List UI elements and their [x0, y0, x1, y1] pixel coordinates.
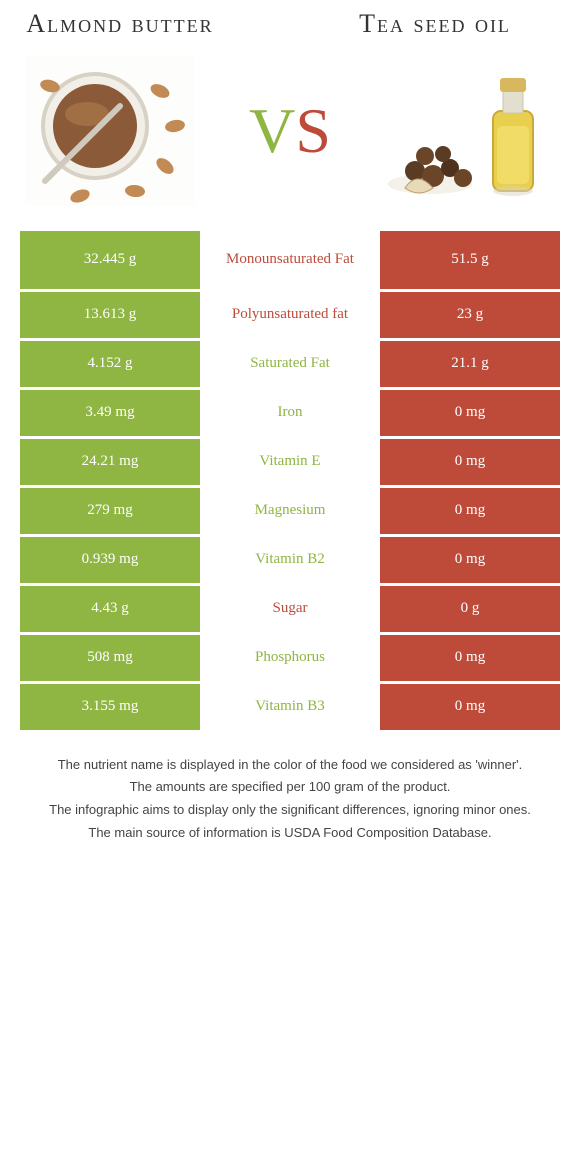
value-food2: 0 mg [380, 488, 560, 534]
value-food2: 0 g [380, 586, 560, 632]
table-row: 4.43 gSugar0 g [20, 586, 560, 632]
value-food1: 24.21 mg [20, 439, 200, 485]
footnote-line: The nutrient name is displayed in the co… [30, 756, 550, 775]
header-titles: Almond butter Tea seed oil [0, 0, 580, 39]
table-row: 24.21 mgVitamin E0 mg [20, 439, 560, 485]
nutrient-label: Iron [200, 390, 380, 436]
footnote-line: The amounts are specified per 100 gram o… [30, 778, 550, 797]
value-food1: 3.155 mg [20, 684, 200, 730]
nutrient-label: Monounsaturated Fat [200, 231, 380, 289]
value-food2: 0 mg [380, 635, 560, 681]
nutrient-label: Phosphorus [200, 635, 380, 681]
table-row: 13.613 gPolyunsaturated fat23 g [20, 292, 560, 338]
food2-title: Tea seed oil [310, 10, 560, 39]
nutrient-label: Vitamin B2 [200, 537, 380, 583]
value-food2: 0 mg [380, 684, 560, 730]
nutrient-label: Saturated Fat [200, 341, 380, 387]
value-food1: 4.43 g [20, 586, 200, 632]
value-food2: 51.5 g [380, 231, 560, 289]
food2-image [380, 51, 560, 211]
value-food1: 508 mg [20, 635, 200, 681]
food1-image [20, 51, 200, 211]
table-row: 279 mgMagnesium0 mg [20, 488, 560, 534]
nutrient-label: Polyunsaturated fat [200, 292, 380, 338]
food1-title: Almond butter [20, 10, 220, 39]
value-food2: 21.1 g [380, 341, 560, 387]
nutrient-label: Vitamin B3 [200, 684, 380, 730]
table-row: 0.939 mgVitamin B20 mg [20, 537, 560, 583]
table-row: 4.152 gSaturated Fat21.1 g [20, 341, 560, 387]
value-food1: 279 mg [20, 488, 200, 534]
footnotes: The nutrient name is displayed in the co… [30, 756, 550, 843]
tea-seed-oil-icon [385, 56, 555, 206]
almond-butter-icon [25, 56, 195, 206]
vs-label: VS [200, 94, 380, 168]
table-row: 32.445 gMonounsaturated Fat51.5 g [20, 231, 560, 289]
value-food2: 0 mg [380, 537, 560, 583]
value-food2: 0 mg [380, 390, 560, 436]
table-row: 3.155 mgVitamin B30 mg [20, 684, 560, 730]
nutrient-label: Sugar [200, 586, 380, 632]
images-row: VS [0, 39, 580, 231]
footnote-line: The main source of information is USDA F… [30, 824, 550, 843]
vs-s: S [295, 95, 331, 166]
value-food1: 32.445 g [20, 231, 200, 289]
footnote-line: The infographic aims to display only the… [30, 801, 550, 820]
value-food2: 0 mg [380, 439, 560, 485]
nutrient-table: 32.445 gMonounsaturated Fat51.5 g13.613 … [20, 231, 560, 730]
value-food1: 3.49 mg [20, 390, 200, 436]
value-food1: 0.939 mg [20, 537, 200, 583]
table-row: 3.49 mgIron0 mg [20, 390, 560, 436]
vs-v: V [249, 95, 295, 166]
nutrient-label: Magnesium [200, 488, 380, 534]
value-food1: 4.152 g [20, 341, 200, 387]
value-food2: 23 g [380, 292, 560, 338]
nutrient-label: Vitamin E [200, 439, 380, 485]
table-row: 508 mgPhosphorus0 mg [20, 635, 560, 681]
value-food1: 13.613 g [20, 292, 200, 338]
